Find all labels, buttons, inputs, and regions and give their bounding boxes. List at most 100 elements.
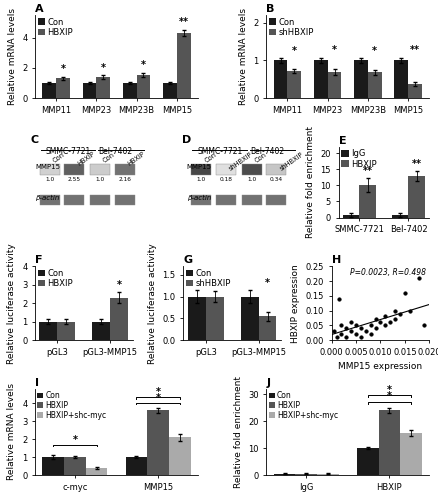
Text: Bel-7402: Bel-7402: [99, 148, 133, 156]
Text: 1.0: 1.0: [45, 176, 54, 182]
Point: [406, 306, 413, 314]
Text: Con: Con: [52, 151, 66, 164]
Text: B: B: [266, 4, 275, 14]
Bar: [42, 83, 56, 98]
Text: HBXIP: HBXIP: [127, 151, 146, 168]
Bar: [295, 474, 317, 475]
Text: *: *: [155, 387, 161, 397]
Point: [387, 318, 394, 326]
Bar: [56, 78, 70, 98]
Bar: [39, 322, 57, 340]
Point: [392, 316, 399, 324]
Point: [331, 328, 338, 336]
Bar: [408, 84, 422, 98]
Text: *: *: [292, 46, 297, 56]
Bar: [400, 433, 422, 475]
FancyBboxPatch shape: [64, 195, 84, 205]
Point: [382, 322, 389, 330]
Legend: Con, HBXIP: Con, HBXIP: [37, 16, 74, 38]
Text: *: *: [117, 280, 122, 290]
Legend: Con, HBXIP, HBXIP+shc-myc: Con, HBXIP, HBXIP+shc-myc: [36, 390, 108, 420]
Legend: Con, HBXIP, HBXIP+shc-myc: Con, HBXIP, HBXIP+shc-myc: [268, 390, 339, 420]
Text: 2.55: 2.55: [67, 176, 81, 182]
Text: Con: Con: [102, 151, 117, 164]
Bar: [83, 83, 96, 98]
Text: G: G: [184, 256, 192, 266]
Point: [377, 318, 384, 326]
FancyBboxPatch shape: [191, 195, 212, 205]
Bar: [395, 60, 408, 98]
Bar: [274, 474, 295, 475]
FancyBboxPatch shape: [242, 195, 262, 205]
Text: H: H: [332, 256, 341, 266]
Y-axis label: Relative mRNA levels: Relative mRNA levels: [239, 8, 248, 105]
Legend: Con, shHBXIP: Con, shHBXIP: [185, 268, 232, 289]
Text: **: **: [363, 166, 373, 175]
Point: [421, 322, 428, 330]
Y-axis label: Relative mRNA levels: Relative mRNA levels: [7, 8, 17, 105]
Y-axis label: HBXIP expression: HBXIP expression: [291, 264, 300, 342]
Bar: [163, 83, 177, 98]
Bar: [314, 60, 328, 98]
Bar: [354, 60, 368, 98]
Text: MMP15: MMP15: [187, 164, 212, 170]
Bar: [64, 457, 86, 475]
FancyBboxPatch shape: [266, 195, 286, 205]
Text: **: **: [412, 159, 422, 169]
Point: [357, 324, 364, 332]
Text: *: *: [101, 62, 106, 72]
Text: *: *: [72, 435, 78, 445]
Bar: [287, 71, 301, 98]
Bar: [188, 296, 206, 340]
Text: 0.34: 0.34: [270, 176, 283, 182]
Text: E: E: [339, 136, 346, 146]
Bar: [169, 438, 191, 475]
Bar: [328, 72, 341, 98]
Bar: [57, 322, 75, 340]
Bar: [317, 474, 339, 475]
Text: *: *: [141, 60, 146, 70]
Point: [333, 333, 340, 341]
Point: [392, 306, 399, 314]
Text: **: **: [179, 18, 189, 28]
Point: [336, 295, 343, 303]
Text: SMMC-7721: SMMC-7721: [198, 148, 243, 156]
Legend: Con, HBXIP: Con, HBXIP: [37, 268, 74, 289]
Text: 1.0: 1.0: [95, 176, 105, 182]
Point: [348, 328, 355, 336]
Text: Con: Con: [254, 151, 268, 164]
FancyBboxPatch shape: [114, 164, 134, 175]
FancyBboxPatch shape: [90, 164, 110, 175]
Text: HBXIP: HBXIP: [77, 151, 96, 168]
FancyBboxPatch shape: [242, 164, 262, 175]
Bar: [343, 215, 360, 218]
Point: [416, 274, 423, 282]
FancyBboxPatch shape: [114, 195, 134, 205]
X-axis label: MMP15 expression: MMP15 expression: [339, 362, 423, 372]
Text: β-actin: β-actin: [35, 194, 60, 201]
Text: I: I: [35, 378, 39, 388]
Text: *: *: [332, 45, 337, 55]
Point: [367, 330, 374, 338]
Y-axis label: Relative luciferase activity: Relative luciferase activity: [7, 243, 17, 364]
Y-axis label: Relative fold enrichment: Relative fold enrichment: [233, 376, 243, 488]
Legend: IgG, HBXIP: IgG, HBXIP: [340, 148, 378, 170]
Bar: [137, 74, 150, 98]
Point: [338, 330, 345, 338]
Bar: [96, 77, 110, 98]
Bar: [42, 457, 64, 475]
Bar: [392, 215, 409, 218]
FancyBboxPatch shape: [216, 195, 236, 205]
Text: *: *: [387, 392, 392, 402]
Text: Con: Con: [204, 151, 218, 164]
Point: [362, 328, 369, 336]
Bar: [147, 410, 169, 475]
Text: *: *: [155, 392, 161, 402]
Bar: [360, 185, 376, 218]
Text: 2.16: 2.16: [118, 176, 131, 182]
Bar: [206, 296, 224, 340]
Text: *: *: [265, 278, 270, 288]
Point: [357, 333, 364, 341]
Point: [343, 324, 350, 332]
Bar: [92, 322, 110, 340]
